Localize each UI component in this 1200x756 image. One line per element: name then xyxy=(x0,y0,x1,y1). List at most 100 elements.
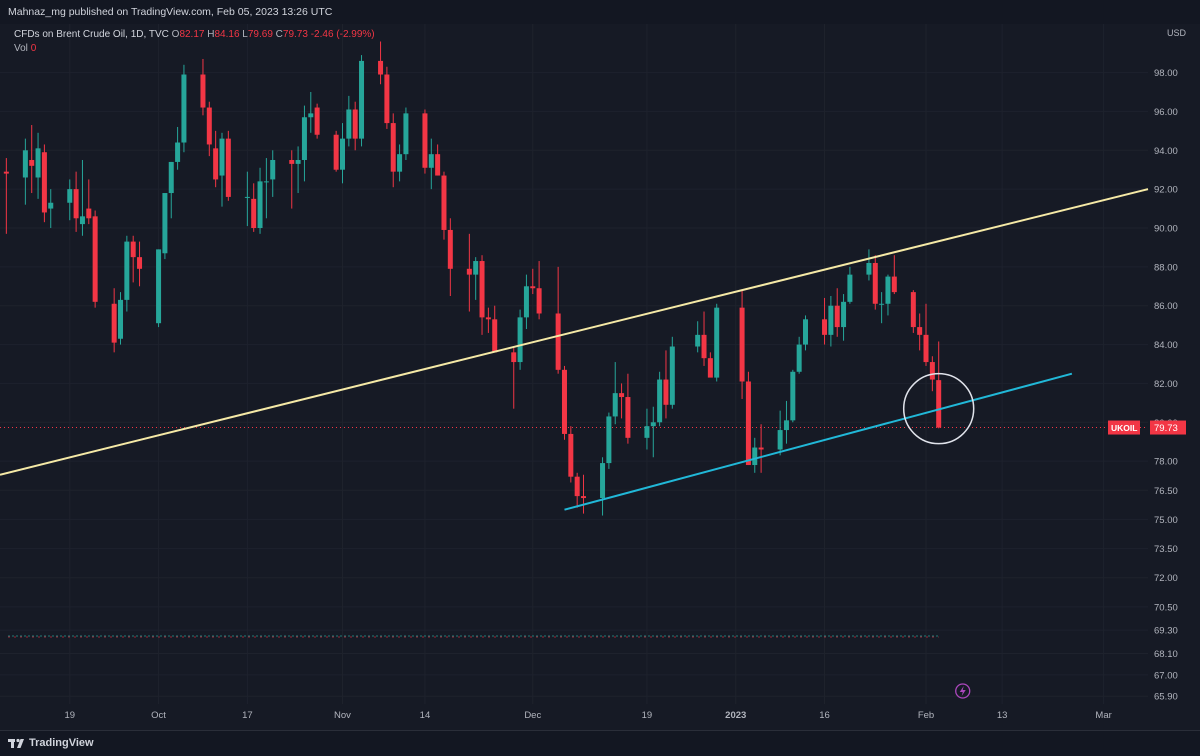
candle-body xyxy=(492,319,498,353)
candle-body xyxy=(86,208,92,219)
footer-bar: TradingView xyxy=(0,730,1200,756)
candle-body xyxy=(295,160,301,164)
candle-body xyxy=(175,142,181,162)
legend-low-label: L xyxy=(242,29,248,40)
x-axis-tick-label: Dec xyxy=(524,710,541,721)
candle-body xyxy=(777,430,783,450)
candle-body xyxy=(314,107,320,135)
candle-body xyxy=(517,317,523,363)
x-axis-tick-label: Oct xyxy=(151,710,166,721)
candle-body xyxy=(162,193,168,254)
currency-label: USD xyxy=(1166,28,1186,38)
y-axis-tick-label: 96.00 xyxy=(1154,107,1178,118)
candle-body xyxy=(244,196,250,198)
chart-area[interactable]: 98.00 96.00 94.00 92.00 90.00 88.00 86.00 84.00… xyxy=(0,24,1200,730)
candle-body xyxy=(600,463,606,499)
candle-body xyxy=(752,447,758,466)
y-axis-tick-label: 72.00 xyxy=(1154,573,1178,584)
y-axis-tick-label: 90.00 xyxy=(1154,224,1178,235)
candle-body xyxy=(511,352,517,363)
candle-body xyxy=(22,150,28,178)
y-axis-tick-label: 65.90 xyxy=(1154,692,1178,703)
candle-body xyxy=(714,307,720,378)
candle-body xyxy=(923,334,929,363)
candle-body xyxy=(422,113,428,168)
candle-body xyxy=(917,327,923,335)
candle-body xyxy=(67,189,73,203)
candle-body xyxy=(428,154,434,168)
candle-body xyxy=(29,160,35,166)
candle-body xyxy=(841,301,847,328)
y-axis-tick-label: 68.10 xyxy=(1154,649,1178,660)
x-axis-tick-label: 19 xyxy=(642,710,653,721)
candle-body xyxy=(695,334,701,347)
lightning-icon[interactable] xyxy=(955,683,971,699)
candle-body xyxy=(701,334,707,359)
price-tag-value: 79.73 xyxy=(1154,423,1178,434)
candle-body xyxy=(796,344,802,372)
price-tag-symbol: UKOIL xyxy=(1111,423,1137,433)
legend: CFDs on Brent Crude Oil, 1D, TVC O82.17 … xyxy=(14,28,375,56)
legend-ohlc-row: CFDs on Brent Crude Oil, 1D, TVC O82.17 … xyxy=(14,28,375,42)
publisher-bar: Mahnaz_mg published on TradingView.com, … xyxy=(0,0,1200,24)
candle-body xyxy=(530,286,536,289)
candle-body xyxy=(606,416,612,464)
tradingview-brand[interactable]: TradingView xyxy=(8,736,94,750)
candle-body xyxy=(333,134,339,170)
candle-body xyxy=(384,74,390,124)
candle-body xyxy=(352,109,358,139)
brand-label: TradingView xyxy=(29,737,94,749)
candle-body xyxy=(225,138,231,197)
candle-body xyxy=(168,161,174,194)
candle-body xyxy=(35,148,41,178)
candle-body xyxy=(289,160,295,164)
candle-body xyxy=(92,216,98,302)
candle-body xyxy=(910,292,916,328)
candle-body xyxy=(650,422,656,427)
x-axis-tick-label: 13 xyxy=(997,710,1008,721)
y-axis-tick-label: 86.00 xyxy=(1154,301,1178,312)
chart-svg[interactable]: 98.00 96.00 94.00 92.00 90.00 88.00 86.00 84.00… xyxy=(0,24,1200,730)
candle-body xyxy=(441,175,447,230)
candle-body xyxy=(485,317,491,320)
candle-body xyxy=(206,107,212,145)
candle-body xyxy=(847,274,853,302)
x-axis-tick-label: Mar xyxy=(1095,710,1111,721)
candle-body xyxy=(568,433,574,477)
x-axis-tick-label: 2023 xyxy=(725,710,746,721)
candle-body xyxy=(48,202,54,209)
y-axis-tick-label: 73.50 xyxy=(1154,544,1178,555)
y-axis-tick-label: 75.00 xyxy=(1154,515,1178,526)
y-axis-tick-label: 94.00 xyxy=(1154,146,1178,157)
y-axis-tick-label: 84.00 xyxy=(1154,340,1178,351)
legend-open-value: 82.17 xyxy=(179,29,205,40)
x-axis-tick-label: Nov xyxy=(334,710,351,721)
candle-body xyxy=(828,305,834,335)
legend-low-value: 79.69 xyxy=(247,29,273,40)
candle-body xyxy=(200,74,206,108)
candle-body xyxy=(270,160,276,180)
candle-body xyxy=(156,249,162,324)
candle-body xyxy=(803,319,809,345)
candle-body xyxy=(79,216,85,225)
candle-body xyxy=(213,148,219,180)
candle-body xyxy=(612,393,618,417)
legend-high-value: 84.16 xyxy=(214,29,240,40)
candle-body xyxy=(41,152,47,213)
x-axis-tick-label: 14 xyxy=(420,710,431,721)
candle-body xyxy=(866,262,872,275)
candle-body xyxy=(397,154,403,172)
candle-body xyxy=(625,397,631,438)
candle-body xyxy=(872,262,878,304)
candle-body xyxy=(707,358,713,378)
candle-body xyxy=(783,420,789,431)
candle-body xyxy=(301,117,307,160)
legend-close-label: C xyxy=(275,29,283,40)
highlight-circle xyxy=(902,372,975,445)
candle-body xyxy=(3,171,9,174)
publisher-line: Mahnaz_mg published on TradingView.com, … xyxy=(8,6,333,18)
candle-body xyxy=(378,60,384,75)
tradingview-logo-icon xyxy=(8,738,24,748)
y-axis-tick-label: 67.00 xyxy=(1154,670,1178,681)
legend-symbol[interactable]: CFDs on Brent Crude Oil, 1D, TVC xyxy=(14,29,169,40)
